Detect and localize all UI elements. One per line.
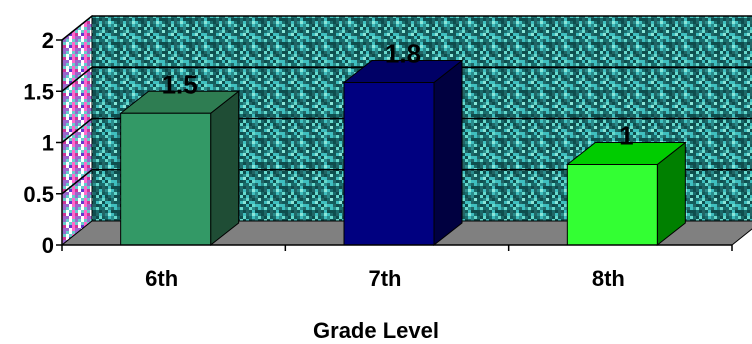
x-axis-label: Grade Level: [313, 318, 439, 343]
y-tick-label: 1.5: [23, 79, 54, 104]
bar-8th: 1: [565, 121, 687, 247]
bar-6th: 1.5: [119, 69, 241, 247]
y-tick-label: 0: [42, 233, 54, 258]
x-tick-label: 6th: [145, 266, 178, 291]
data-label: 1: [619, 121, 633, 151]
bar-front: [120, 112, 212, 246]
bar-front: [343, 82, 435, 246]
gridline: [61, 169, 752, 195]
bar-side: [210, 90, 240, 247]
data-label: 1.5: [162, 69, 198, 99]
x-tick-label: 7th: [369, 266, 402, 291]
y-axis: 0 0.5 1 1.5 2: [23, 28, 63, 258]
y-tick-label: 0.5: [23, 182, 54, 207]
data-label: 1.8: [385, 39, 421, 69]
gridline: [61, 15, 752, 41]
gridlines: [61, 15, 752, 195]
bar-front: [566, 164, 658, 246]
y-tick-label: 1: [42, 131, 54, 156]
bar-7th: 1.8: [342, 39, 464, 247]
bar-side: [433, 59, 463, 247]
y-tick-label: 2: [42, 28, 54, 53]
x-axis: 6th 7th 8th: [61, 244, 733, 291]
bars: 1.5 1.8 1: [119, 39, 687, 247]
gridline: [61, 117, 752, 144]
gridline: [61, 66, 752, 92]
x-tick-label: 8th: [592, 266, 625, 291]
